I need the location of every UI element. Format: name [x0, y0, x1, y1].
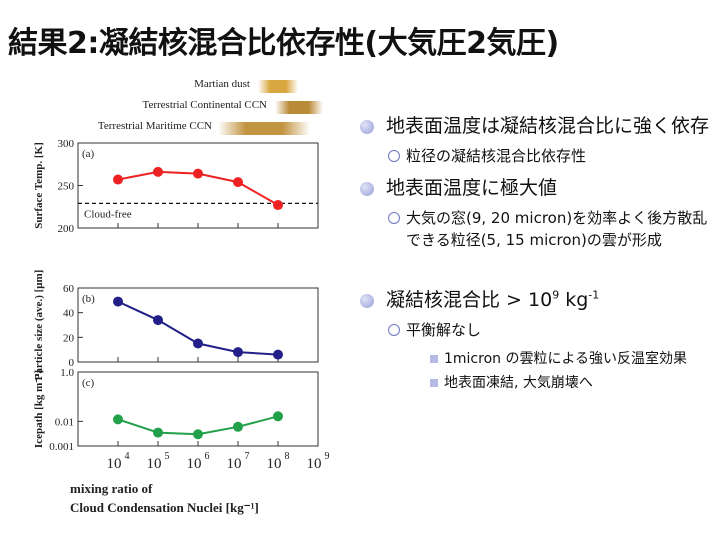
x-tick-exponent: 6: [205, 451, 210, 462]
data-point: [113, 414, 123, 425]
y-axis-label: Icepath [kg m⁻²]: [33, 370, 45, 448]
sub-bullet-ring-icon: [388, 212, 400, 224]
x-tick-label: 10: [187, 456, 202, 472]
panel-label: (c): [82, 377, 95, 389]
data-point: [233, 347, 243, 358]
bullet-2: 地表面温度に極大値: [360, 175, 710, 201]
x-tick-exponent: 5: [165, 451, 170, 462]
data-point: [153, 166, 163, 177]
bullet-2-sub: 大気の窓(9, 20 micron)を効率よく後方散乱できる粒径(5, 15 m…: [360, 207, 710, 251]
x-tick-exponent: 9: [325, 451, 330, 462]
data-point: [193, 338, 203, 349]
bullet-dot-icon: [360, 182, 374, 196]
x-tick-exponent: 7: [245, 451, 250, 462]
legend-swatch-continental-ccn: [275, 101, 323, 114]
bullet-1-sub: 粒径の凝結核混合比依存性: [360, 145, 710, 167]
square-bullet-icon: [430, 379, 438, 387]
bullet-3-subsub-2: 地表面凍結, 大気崩壊へ: [360, 373, 710, 393]
legend-swatch-martian-dust: [258, 80, 298, 93]
data-point: [273, 349, 283, 360]
x-tick-label: 10: [227, 456, 242, 472]
legend: Martian dust Terrestrial Continental CCN…: [40, 78, 330, 140]
data-point: [153, 427, 163, 438]
y-tick-label: 300: [58, 140, 75, 150]
x-axis-label-line2: Cloud Condensation Nuclei [kg⁻¹]: [70, 500, 259, 515]
bullet-2-sub-text: 大気の窓(9, 20 micron)を効率よく後方散乱できる粒径(5, 15 m…: [406, 209, 708, 249]
x-tick-label: 10: [267, 456, 282, 472]
bullet-3-subsub-1-text: 1micron の雲粒による強い反温室効果: [444, 351, 688, 367]
bullet-3-exp-1: 9: [552, 288, 560, 302]
bullet-3-sub: 平衡解なし: [360, 319, 710, 341]
y-axis-label: Surface Temp. [K]: [33, 142, 45, 228]
x-axis-label-line1: mixing ratio of: [70, 481, 153, 496]
x-tick-label: 10: [147, 456, 162, 472]
legend-label-maritime-ccn: Terrestrial Maritime CCN: [97, 120, 212, 132]
y-tick-label: 40: [63, 308, 75, 320]
bullet-3-text-mid: kg: [559, 289, 589, 311]
panel-label: (b): [82, 293, 95, 305]
bullet-3-subsub-1: 1micron の雲粒による強い反温室効果: [360, 349, 710, 369]
data-point: [193, 429, 203, 440]
y-tick-label: 20: [63, 332, 75, 344]
y-tick-label: 0.01: [55, 416, 74, 428]
y-tick-label: 0: [69, 357, 75, 369]
cloud-free-label: Cloud-free: [84, 208, 132, 220]
bullet-2-text: 地表面温度に極大値: [386, 177, 558, 199]
sub-bullet-ring-icon: [388, 324, 400, 336]
bullet-3-exp-2: -1: [588, 288, 600, 302]
y-tick-label: 0.001: [49, 441, 74, 453]
legend-label-martian-dust: Martian dust: [194, 78, 250, 90]
bullet-3: 凝結核混合比 > 109 kg-1: [360, 287, 710, 313]
bullet-dot-icon: [360, 120, 374, 134]
legend-label-continental-ccn: Terrestrial Continental CCN: [142, 99, 267, 111]
bullet-3-text: 凝結核混合比 > 109 kg-1: [386, 289, 599, 311]
y-axis-label: Particle size (ave.) [μm]: [33, 270, 45, 381]
data-point: [273, 411, 283, 422]
bullet-dot-icon: [360, 294, 374, 308]
bullet-3-text-pre: 凝結核混合比 > 10: [386, 289, 553, 311]
data-point: [153, 315, 163, 326]
bullet-1-text: 地表面温度は凝結核混合比に強く依存: [386, 115, 710, 137]
x-tick-label: 10: [107, 456, 122, 472]
y-tick-label: 200: [58, 223, 75, 235]
bullet-1-sub-text: 粒径の凝結核混合比依存性: [406, 147, 587, 165]
bullet-1: 地表面温度は凝結核混合比に強く依存: [360, 113, 710, 139]
square-bullet-icon: [430, 355, 438, 363]
bullet-3-sub-text: 平衡解なし: [406, 321, 482, 339]
data-point: [193, 168, 203, 179]
y-tick-label: 60: [63, 283, 75, 295]
x-tick-exponent: 4: [125, 451, 130, 462]
data-point: [273, 200, 283, 211]
sub-bullet-ring-icon: [388, 150, 400, 162]
data-point: [233, 177, 243, 188]
y-tick-label: 1.0: [60, 367, 74, 379]
x-tick-label: 10: [307, 456, 322, 472]
x-tick-exponent: 8: [285, 451, 290, 462]
data-point: [113, 174, 123, 185]
data-point: [113, 296, 123, 307]
bullet-3-subsub-2-text: 地表面凍結, 大気崩壊へ: [444, 375, 593, 391]
data-point: [233, 421, 243, 432]
legend-swatch-maritime-ccn: [218, 122, 310, 135]
bullet-list: 地表面温度は凝結核混合比に強く依存 粒径の凝結核混合比依存性 地表面温度に極大値…: [360, 113, 710, 397]
slide-title: 結果2:凝結核混合比依存性(大気圧2気圧): [8, 26, 559, 61]
y-tick-label: 250: [58, 181, 75, 193]
panel-label: (a): [82, 148, 95, 160]
